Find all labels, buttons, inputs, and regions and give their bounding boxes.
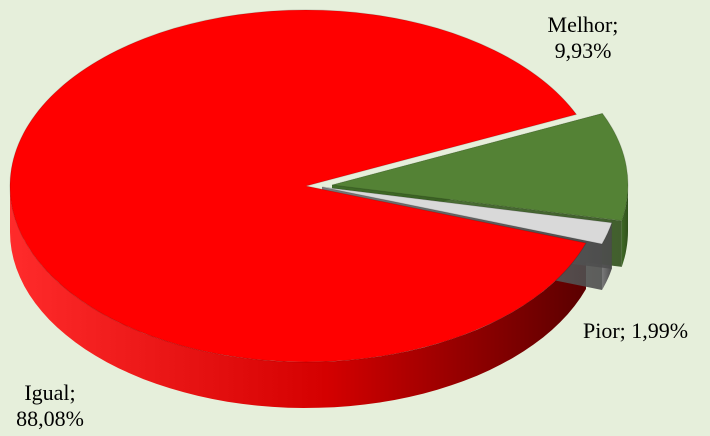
slice-label-melhor-value: 9,93% [554,38,612,63]
pie-slice-igual [9,9,587,363]
pie-slices-group [9,9,629,408]
slice-label-igual-value: 88,08% [16,406,84,431]
pie-slice-melhor [331,112,629,222]
pie-side-melhor [621,185,628,267]
slice-label-melhor: Melhor; 9,93% [528,12,638,64]
slice-label-igual-name: Igual; [24,380,76,405]
slice-label-melhor-name: Melhor; [547,12,619,37]
pie-side-igual [10,186,586,408]
slice-label-pior: Pior; 1,99% [583,318,689,343]
pie-slice-pior [321,186,613,245]
slice-label-igual: Igual; 88,08% [0,380,100,432]
